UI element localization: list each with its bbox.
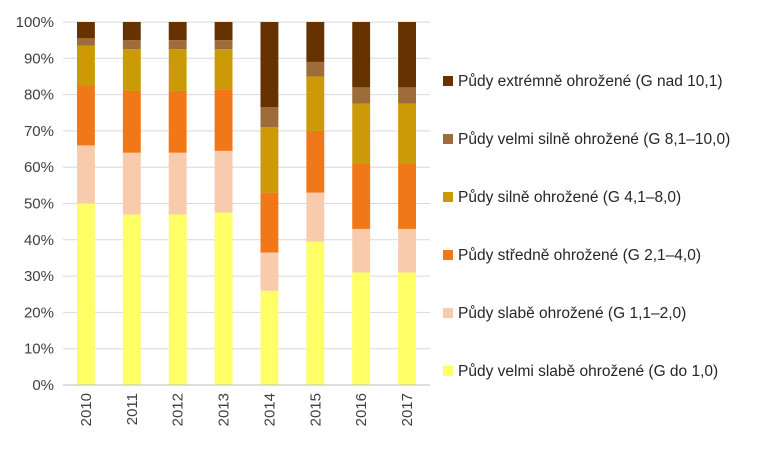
bar-segment [76,203,95,385]
bar-segment [168,49,187,91]
x-tick-label: 2015 [307,393,324,426]
x-axis: 2010 2011 2012 2013 2014 2015 2016 2017 [63,384,430,426]
y-tick-label: 30% [24,268,54,285]
bar-segment [260,192,279,253]
bar-segment [214,49,233,90]
y-tick-label: 10% [24,341,54,358]
bar-segment [352,22,371,88]
y-tick-label: 80% [24,87,54,104]
x-tick-label: 2012 [170,393,187,426]
legend: Půdy extrémně ohrožené (G nad 10,1) Půdy … [443,73,730,380]
bar-segment [214,89,233,151]
bar-segment [76,38,95,46]
bar-segment [306,22,325,62]
bar-segment [306,241,325,385]
x-tick-label: 2010 [78,393,95,426]
legend-label: Půdy slabě ohrožené (G 1,1–2,0) [458,305,686,322]
bar-segment [398,272,417,385]
legend-swatch [443,76,453,86]
bar-segment [398,228,417,273]
x-tick-label: 2013 [216,393,233,426]
x-tick-label: 2017 [399,393,416,426]
bar-segment [260,127,279,193]
bar-segment [352,163,371,229]
legend-swatch [443,250,453,260]
y-tick-label: 0% [32,377,54,394]
bar-segment [260,22,279,108]
y-tick-label: 90% [24,50,54,67]
x-tick-label: 2016 [353,393,370,426]
bar-segment [122,90,141,153]
bar-segment [214,40,233,50]
y-tick-label: 70% [24,123,54,140]
bar-segment [76,145,95,204]
bar-segment [214,22,233,41]
bar-segment [306,76,325,131]
bar-segment [260,290,279,385]
legend-swatch [443,366,453,376]
y-tick-label: 50% [24,196,54,213]
legend-label: Půdy silně ohrožené (G 4,1–8,0) [458,189,681,206]
bar-segment [168,152,187,215]
bars [76,22,417,385]
y-axis: 0% 10% 20% 30% 40% 50% 60% 70% 80% 90% 100% [16,14,54,394]
legend-label: Půdy velmi slabě ohrožené (G do 1,0) [458,363,718,380]
bar-segment [306,61,325,77]
x-tick-label: 2011 [124,393,141,425]
legend-label: Půdy velmi silně ohrožené (G 8,1–10,0) [458,131,730,148]
bar-segment [398,103,417,164]
bar-segment [122,22,141,41]
bar-segment [214,150,233,213]
y-tick-label: 100% [16,14,54,31]
bar-segment [352,103,371,164]
legend-swatch [443,192,453,202]
y-tick-label: 20% [24,304,54,321]
bar-segment [122,49,141,91]
bar-segment [76,22,95,39]
bar-segment [260,107,279,128]
x-tick-label: 2014 [261,393,278,426]
bar-segment [398,22,417,88]
bar-segment [168,214,187,385]
gridlines [63,21,430,386]
bar-segment [122,214,141,385]
bar-segment [168,22,187,41]
bar-segment [122,152,141,215]
bar-segment [306,192,325,242]
bar-segment [398,87,417,104]
bar-segment [168,40,187,50]
bar-segment [352,228,371,273]
legend-label: Půdy extrémně ohrožené (G nad 10,1) [458,73,723,90]
bar-segment [260,252,279,291]
bar-segment [352,87,371,104]
y-tick-label: 60% [24,159,54,176]
bar-segment [398,163,417,229]
legend-label: Půdy středně ohrožené (G 2,1–4,0) [458,247,701,264]
legend-swatch [443,134,453,144]
bar-segment [168,90,187,153]
bar-segment [76,45,95,86]
bar-segment [352,272,371,385]
legend-swatch [443,308,453,318]
bar-segment [214,212,233,385]
bar-segment [122,40,141,50]
bar-segment [306,130,325,193]
bar-segment [76,85,95,146]
y-tick-label: 40% [24,232,54,249]
